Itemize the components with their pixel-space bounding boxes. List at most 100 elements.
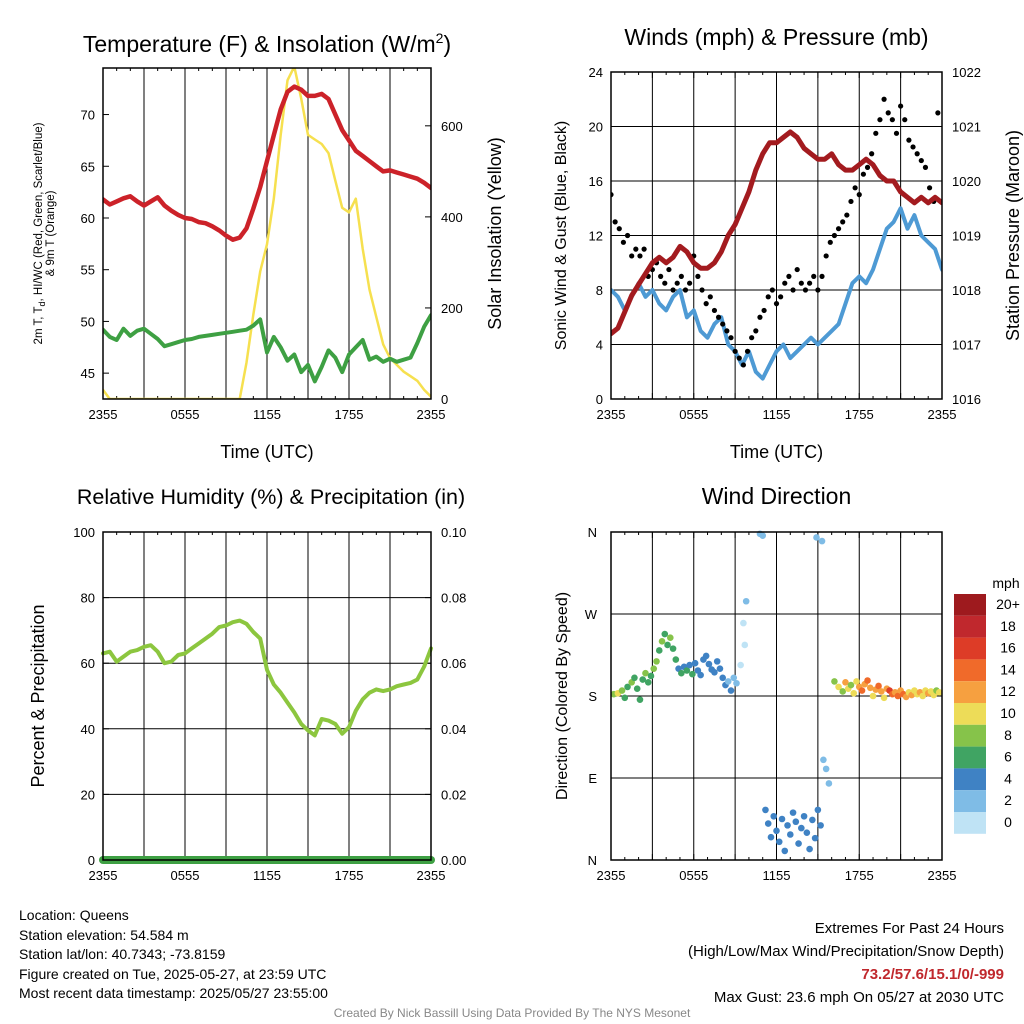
direction-point: [831, 678, 838, 685]
gust-point: [898, 103, 904, 109]
x-tick-label: 2355: [89, 868, 118, 883]
y-tick-label: 80: [81, 591, 95, 606]
direction-point: [741, 641, 749, 649]
y-tick-label: 40: [81, 722, 95, 737]
direction-point: [689, 670, 696, 678]
x-tick-label: 0555: [679, 868, 708, 883]
direction-point: [811, 834, 819, 842]
y-tick-label: N: [588, 525, 597, 540]
direction-point: [935, 689, 943, 696]
gust-point: [827, 239, 833, 245]
y2-tick-label: 600: [441, 119, 463, 134]
colorbar-swatch: [954, 790, 986, 812]
y-label-rest: , HI/WC (Red, Green, Scarlet/Blue): [33, 122, 45, 301]
panel-1: 2355 0555 1155 1755 2355 45 50 55 60 65 70 0 200 400 6…: [33, 30, 505, 462]
gust-point: [831, 232, 838, 239]
gust-point: [761, 307, 767, 314]
gust-point: [864, 164, 871, 170]
direction-point: [778, 815, 786, 823]
direction-point: [806, 845, 813, 853]
dewpoint-line: [103, 313, 431, 384]
gust-point: [773, 301, 780, 307]
direction-point: [878, 688, 885, 695]
direction-point: [678, 669, 685, 677]
gust-point: [811, 273, 817, 279]
x-axis-label: Time (UTC): [730, 442, 823, 462]
direction-point: [730, 674, 738, 682]
y2-tick-label: 400: [441, 210, 463, 225]
direction-point: [621, 694, 629, 702]
colorbar-swatch: [954, 659, 986, 682]
direction-point: [705, 660, 713, 668]
temperature-line: [103, 84, 431, 242]
gust-point: [835, 226, 842, 232]
gust-point: [807, 280, 813, 286]
gust-point: [740, 362, 747, 368]
direction-point: [669, 645, 677, 652]
y-tick-label: 100: [73, 525, 95, 540]
direction-point: [822, 765, 830, 773]
gust-point: [678, 273, 684, 279]
gust-point: [720, 321, 726, 327]
title-end: ): [443, 31, 451, 57]
y2-tick-label: 1022: [952, 65, 981, 80]
gust-point: [914, 151, 920, 157]
direction-point: [866, 684, 874, 692]
direction-point: [664, 641, 671, 649]
direction-point: [919, 692, 926, 700]
y-label-line1: 2m T, T: [33, 307, 45, 345]
direction-point: [784, 822, 791, 829]
gust-point: [885, 110, 891, 116]
y-tick-label: 60: [81, 211, 95, 226]
direction-point: [869, 692, 877, 700]
plot-border: [610, 531, 943, 861]
direction-point: [642, 669, 649, 677]
direction-point: [781, 847, 789, 855]
direction-point: [792, 818, 800, 826]
direction-point: [639, 676, 647, 683]
colorbar-swatch: [954, 594, 986, 616]
direction-point: [842, 679, 849, 686]
gust-point: [840, 219, 846, 225]
y-axis-label: 2m T, Td, HI/WC (Red, Green, Scarlet/Blu…: [33, 122, 57, 344]
direction-point: [853, 678, 860, 685]
gust-point: [881, 96, 887, 102]
direction-point: [759, 532, 767, 539]
direction-point: [644, 679, 652, 686]
y-tick-label: 65: [81, 159, 95, 174]
gust-point: [765, 294, 771, 300]
gust-point: [699, 287, 705, 293]
direction-point: [847, 681, 855, 689]
gust-point: [823, 253, 829, 259]
direction-point: [733, 679, 740, 687]
y-tick-label: 24: [589, 65, 603, 80]
y-tick-label: 50: [81, 314, 95, 329]
direction-point: [786, 831, 794, 838]
direction-point: [814, 806, 822, 814]
y2-tick-label: 1017: [952, 338, 981, 353]
gust-point: [670, 287, 676, 293]
direction-point: [672, 656, 680, 663]
panel-2: 2355 0555 1155 1755 235504812162024101610171…: [553, 24, 1023, 462]
x-tick-label: 1155: [763, 407, 791, 422]
gust-point: [658, 273, 664, 279]
x-tick-label: 1155: [253, 407, 281, 422]
direction-point: [737, 661, 744, 669]
gust-point: [724, 328, 730, 334]
x-tick-label: 1755: [845, 407, 874, 422]
gust-point: [687, 280, 693, 286]
gust-point: [802, 287, 809, 293]
direction-point: [798, 824, 805, 832]
y-tick-label: 45: [81, 366, 95, 381]
x-tick-label: 1155: [253, 868, 281, 883]
direction-point: [636, 696, 644, 703]
x-tick-label: 1755: [845, 868, 874, 883]
y-tick-label: 12: [589, 229, 603, 244]
direction-point: [633, 685, 641, 693]
colorbar-swatch: [954, 637, 986, 660]
station-elevation: Station elevation: 54.584 m: [19, 926, 189, 943]
station-info: Location: Queens Station elevation: 54.5…: [19, 906, 328, 1004]
direction-point: [653, 658, 660, 665]
extremes-values: 73.2/57.6/15.1/0/-999: [861, 966, 1004, 983]
direction-point: [713, 658, 721, 665]
